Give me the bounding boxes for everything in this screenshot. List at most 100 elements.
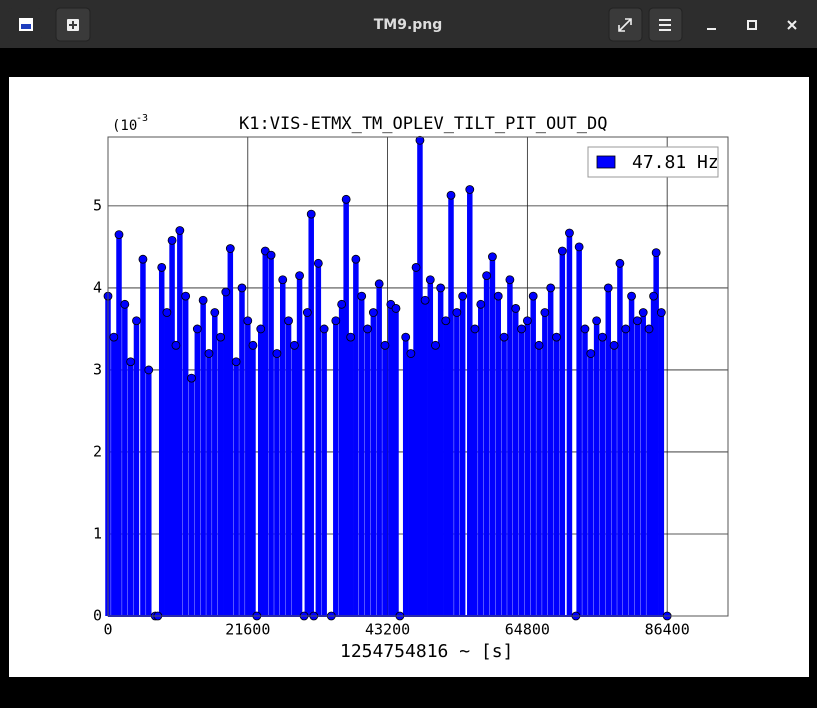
stem-marker bbox=[415, 135, 425, 145]
stem-marker bbox=[144, 365, 154, 375]
stem-marker bbox=[552, 332, 561, 342]
stem-marker bbox=[162, 308, 172, 317]
y-tick-label: 5 bbox=[93, 196, 102, 214]
x-tick-label: 21600 bbox=[225, 621, 270, 639]
stem-marker bbox=[221, 287, 231, 297]
stem-marker bbox=[181, 291, 191, 301]
stem-marker bbox=[580, 324, 590, 334]
stem-marker bbox=[368, 308, 378, 317]
x-tick-label: 64800 bbox=[505, 621, 550, 639]
stem-marker bbox=[306, 209, 316, 219]
stem-marker bbox=[198, 295, 208, 305]
stem-marker bbox=[243, 316, 253, 326]
stem-marker bbox=[210, 308, 220, 317]
stem-marker bbox=[598, 332, 607, 342]
y-tick-label: 4 bbox=[93, 278, 102, 296]
x-tick-label: 43200 bbox=[365, 621, 410, 639]
open-plus bbox=[69, 21, 77, 29]
y-tick-label: 2 bbox=[93, 442, 102, 460]
stem-marker bbox=[488, 252, 497, 262]
close-button[interactable] bbox=[787, 20, 797, 30]
stem-marker bbox=[656, 308, 666, 317]
stem-marker bbox=[225, 244, 235, 253]
stem-marker bbox=[289, 340, 299, 350]
y-tick-label: 3 bbox=[93, 360, 102, 378]
y-offset-base: (10 bbox=[112, 118, 137, 134]
stem-marker bbox=[649, 291, 658, 301]
stem-marker bbox=[331, 316, 341, 326]
stem-marker bbox=[341, 194, 351, 204]
stem-marker bbox=[357, 291, 367, 301]
stem-marker bbox=[638, 308, 648, 317]
maximize-button[interactable] bbox=[747, 20, 757, 30]
stem-marker bbox=[216, 332, 226, 342]
stem-marker bbox=[609, 340, 619, 350]
y-tick-label: 1 bbox=[93, 524, 102, 542]
stem-marker bbox=[592, 316, 602, 326]
stem-marker bbox=[632, 316, 642, 326]
stem-marker bbox=[627, 291, 636, 301]
stem-marker bbox=[522, 316, 532, 326]
stem-marker bbox=[557, 246, 567, 256]
window-title: TM9.png bbox=[374, 17, 443, 33]
stem-marker bbox=[540, 308, 550, 317]
stem-marker bbox=[278, 275, 288, 285]
stem-marker bbox=[644, 324, 654, 334]
stem-marker bbox=[346, 332, 356, 342]
stem-marker bbox=[470, 324, 480, 334]
axes-frame bbox=[107, 136, 729, 617]
legend-label: 47.81 Hz bbox=[632, 152, 719, 173]
stem-marker bbox=[401, 332, 411, 342]
stem-marker bbox=[425, 275, 435, 285]
app-icon-fill bbox=[21, 24, 31, 29]
stem-marker bbox=[517, 324, 526, 334]
stem-marker bbox=[458, 291, 468, 301]
stem-marker bbox=[446, 190, 456, 200]
stem-marker bbox=[436, 283, 446, 293]
stem-marker bbox=[171, 340, 181, 350]
x-tick-label: 0 bbox=[103, 621, 112, 639]
stem-marker bbox=[586, 349, 596, 358]
stem-marker bbox=[114, 230, 124, 240]
stem-marker bbox=[175, 226, 185, 235]
stem-marker bbox=[476, 299, 486, 309]
x-tick-label: 86400 bbox=[645, 621, 690, 639]
stem-marker bbox=[167, 235, 177, 245]
stem-marker bbox=[109, 332, 119, 342]
stem-marker bbox=[231, 357, 241, 367]
stem-marker bbox=[534, 340, 544, 350]
stem-marker bbox=[319, 324, 329, 334]
chart-title: K1:VIS-ETMX_TM_OPLEV_TILT_PIT_OUT_DQ bbox=[239, 114, 607, 134]
stem-marker bbox=[126, 357, 136, 367]
stem-marker bbox=[511, 304, 521, 313]
stem-marker bbox=[337, 299, 347, 309]
menu-icon bbox=[659, 19, 671, 31]
stem-marker bbox=[441, 316, 451, 326]
stem-marker bbox=[603, 283, 613, 293]
stem-marker bbox=[302, 308, 312, 317]
stem-marker bbox=[284, 316, 293, 326]
stem-marker bbox=[391, 304, 401, 313]
stem-marker bbox=[192, 324, 202, 334]
stem-marker bbox=[651, 248, 661, 258]
stem-marker bbox=[499, 332, 509, 342]
stem-marker bbox=[313, 258, 323, 268]
stem-marker bbox=[256, 324, 266, 334]
plot: 0 1 2 3 4 5 0 21600 43200 64800 86400 47.81 Hz bbox=[93, 135, 729, 639]
stem-marker bbox=[138, 254, 148, 264]
stem-marker bbox=[374, 279, 384, 289]
stem-marker bbox=[248, 340, 258, 350]
stem-marker bbox=[565, 228, 574, 238]
y-tick-label: 0 bbox=[93, 607, 102, 625]
stem-marker bbox=[574, 242, 584, 252]
stem-marker bbox=[157, 263, 167, 272]
stem-marker bbox=[237, 283, 247, 293]
stem-marker bbox=[615, 258, 625, 268]
stem-marker bbox=[493, 291, 503, 301]
y-offset-exponent: -3 bbox=[136, 113, 148, 124]
legend-swatch bbox=[596, 155, 616, 169]
stem-marker bbox=[380, 340, 390, 350]
stem-marker bbox=[295, 271, 304, 281]
stem-marker bbox=[505, 275, 515, 285]
